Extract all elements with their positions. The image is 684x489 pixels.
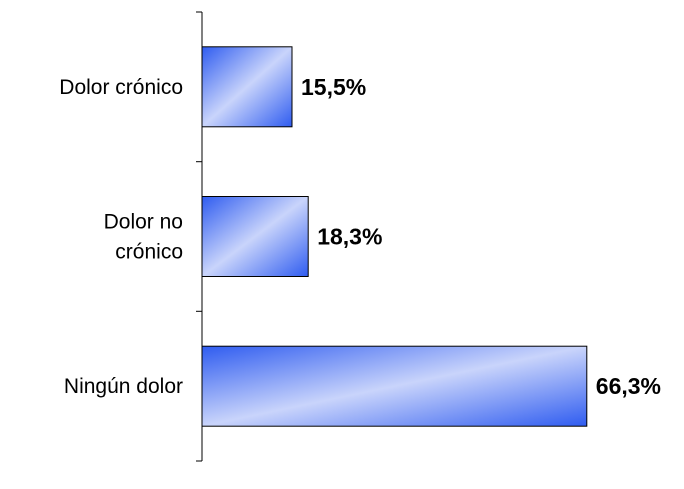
bars-layer (201, 46, 588, 427)
bar-0 (201, 46, 293, 128)
value-label-1: 18,3% (317, 224, 382, 250)
value-label-0: 15,5% (301, 74, 366, 100)
y-axis (196, 11, 203, 462)
category-label-1-line-0: Dolor no (104, 211, 183, 234)
bar-2 (201, 345, 588, 427)
bar-1 (201, 196, 309, 277)
category-label-0: Dolor crónico (59, 76, 183, 99)
labels-layer: 15,5% Dolor crónico 18,3% Dolor no crónico 66… (59, 74, 661, 399)
category-label-2: Ningún dolor (64, 375, 183, 398)
value-label-2: 66,3% (596, 373, 661, 399)
category-label-1-line-1: crónico (115, 241, 183, 264)
